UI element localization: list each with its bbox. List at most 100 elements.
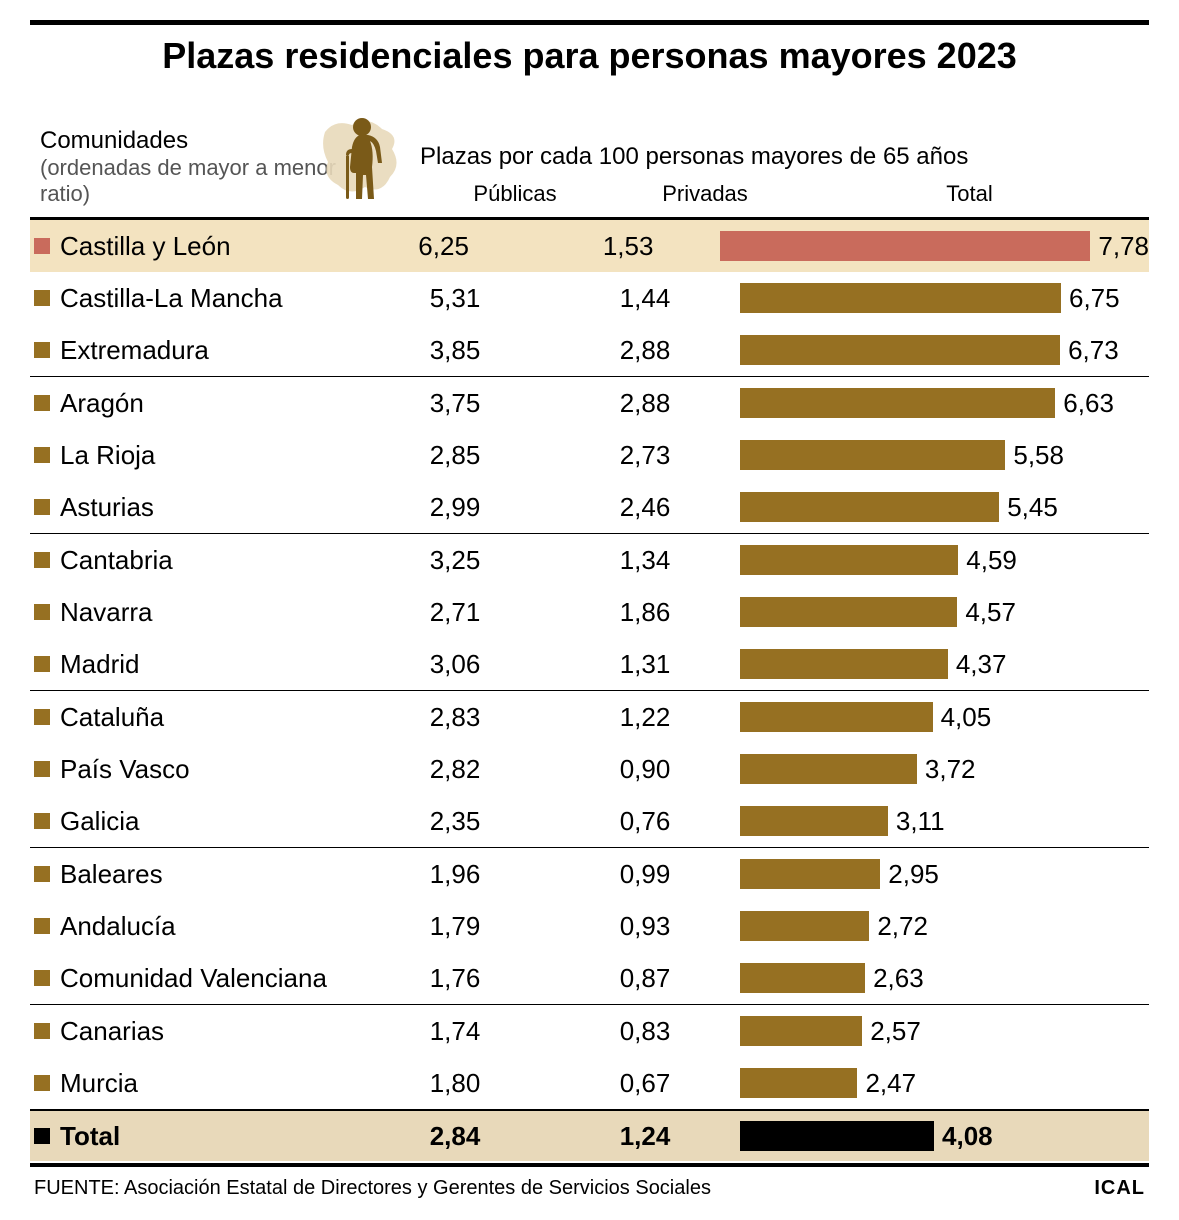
row-bullet-icon xyxy=(34,761,50,777)
top-rule xyxy=(30,20,1149,25)
row-bullet-icon xyxy=(34,552,50,568)
total-value: 6,63 xyxy=(1063,388,1114,419)
total-bar-cell: 7,78 xyxy=(720,220,1149,272)
region-name: Castilla y León xyxy=(60,231,351,262)
public-value: 2,84 xyxy=(360,1121,550,1152)
total-value: 2,95 xyxy=(888,859,939,890)
region-name: Baleares xyxy=(60,859,360,890)
total-bar xyxy=(740,1121,934,1151)
total-bar xyxy=(740,911,869,941)
total-bar xyxy=(740,649,948,679)
table-row: Castilla-La Mancha5,311,446,75 xyxy=(30,272,1149,324)
region-name: Comunidad Valenciana xyxy=(60,963,360,994)
total-value: 3,11 xyxy=(896,806,945,837)
private-value: 1,22 xyxy=(550,702,740,733)
table-row: País Vasco2,820,903,72 xyxy=(30,743,1149,795)
table-row: Navarra2,711,86 4,57 xyxy=(30,586,1149,638)
public-value: 3,75 xyxy=(360,388,550,419)
private-value: 1,24 xyxy=(550,1121,740,1152)
total-bar xyxy=(740,545,958,575)
private-value: 0,67 xyxy=(550,1068,740,1099)
total-value: 6,73 xyxy=(1068,335,1119,366)
table-row: Cantabria3,251,344,59 xyxy=(30,534,1149,586)
total-bar xyxy=(740,1016,862,1046)
table-row: Extremadura3,852,88 6,73 xyxy=(30,324,1149,376)
total-bar xyxy=(740,702,933,732)
private-value: 0,99 xyxy=(550,859,740,890)
public-value: 2,71 xyxy=(360,597,550,628)
region-name: Andalucía xyxy=(60,911,360,942)
row-bullet-icon xyxy=(34,709,50,725)
private-value: 0,93 xyxy=(550,911,740,942)
total-value: 3,72 xyxy=(925,754,976,785)
row-bullet-icon xyxy=(34,238,50,254)
public-value: 1,74 xyxy=(360,1016,550,1047)
region-name: Aragón xyxy=(60,388,360,419)
private-value: 2,46 xyxy=(550,492,740,523)
total-bar-cell: 6,63 xyxy=(740,377,1149,429)
total-bar-cell: 5,58 xyxy=(740,429,1149,481)
row-bullet-icon xyxy=(34,1075,50,1091)
total-bar xyxy=(740,859,880,889)
total-value: 7,78 xyxy=(1098,231,1149,262)
public-value: 3,06 xyxy=(360,649,550,680)
row-bullet-icon xyxy=(34,970,50,986)
row-bullet-icon xyxy=(34,447,50,463)
public-value: 2,85 xyxy=(360,440,550,471)
private-value: 1,34 xyxy=(550,545,740,576)
row-bullet-icon xyxy=(34,290,50,306)
private-value: 2,88 xyxy=(550,335,740,366)
public-value: 5,31 xyxy=(360,283,550,314)
total-bar xyxy=(740,283,1061,313)
region-name: Cataluña xyxy=(60,702,360,733)
row-bullet-icon xyxy=(34,1023,50,1039)
table-row: Baleares1,960,992,95 xyxy=(30,848,1149,900)
total-bar-cell: 3,72 xyxy=(740,743,1149,795)
private-value: 0,87 xyxy=(550,963,740,994)
private-value: 1,86 xyxy=(550,597,740,628)
footer-brand: ICAL xyxy=(1094,1177,1145,1200)
table-row: La Rioja2,852,73 5,58 xyxy=(30,429,1149,481)
table-row: Aragón3,752,886,63 xyxy=(30,377,1149,429)
table-row: Madrid3,061,314,37 xyxy=(30,638,1149,690)
region-name: La Rioja xyxy=(60,440,360,471)
private-value: 1,53 xyxy=(536,231,721,262)
public-value: 3,25 xyxy=(360,545,550,576)
region-name: Cantabria xyxy=(60,545,360,576)
total-bar xyxy=(740,1068,857,1098)
col-head-total: Total xyxy=(800,181,1139,207)
total-value: 2,57 xyxy=(870,1016,921,1047)
chart-title: Plazas residenciales para personas mayor… xyxy=(30,35,1149,77)
total-value: 4,57 xyxy=(965,597,1016,628)
row-bullet-icon xyxy=(34,499,50,515)
region-name: Navarra xyxy=(60,597,360,628)
total-bar-cell: 4,08 xyxy=(740,1111,1149,1161)
region-name: Total xyxy=(60,1121,360,1152)
total-bar-cell: 6,73 xyxy=(740,324,1149,376)
region-name: Castilla-La Mancha xyxy=(60,283,360,314)
header-right: Plazas por cada 100 personas mayores de … xyxy=(420,143,1139,207)
total-bar-cell: 4,05 xyxy=(740,691,1149,743)
public-value: 2,99 xyxy=(360,492,550,523)
total-bar-cell: 2,57 xyxy=(740,1005,1149,1057)
table-row: Murcia1,800,672,47 xyxy=(30,1057,1149,1109)
total-value: 4,08 xyxy=(942,1121,993,1152)
public-value: 3,85 xyxy=(360,335,550,366)
private-value: 0,90 xyxy=(550,754,740,785)
total-bar xyxy=(740,806,888,836)
row-bullet-icon xyxy=(34,813,50,829)
region-name: Extremadura xyxy=(60,335,360,366)
total-bar xyxy=(740,492,999,522)
table-row: Castilla y León6,251,537,78 xyxy=(30,220,1149,272)
total-bar xyxy=(740,440,1005,470)
infographic-container: Plazas residenciales para personas mayor… xyxy=(0,0,1179,1220)
header-right-main: Plazas por cada 100 personas mayores de … xyxy=(420,143,1139,171)
region-name: País Vasco xyxy=(60,754,360,785)
private-value: 2,73 xyxy=(550,440,740,471)
private-value: 0,76 xyxy=(550,806,740,837)
total-bar-cell: 2,47 xyxy=(740,1057,1149,1109)
table-row: Asturias2,992,465,45 xyxy=(30,481,1149,533)
total-value: 5,45 xyxy=(1007,492,1058,523)
total-value: 5,58 xyxy=(1013,440,1064,471)
column-heads: Públicas Privadas Total xyxy=(420,181,1139,207)
